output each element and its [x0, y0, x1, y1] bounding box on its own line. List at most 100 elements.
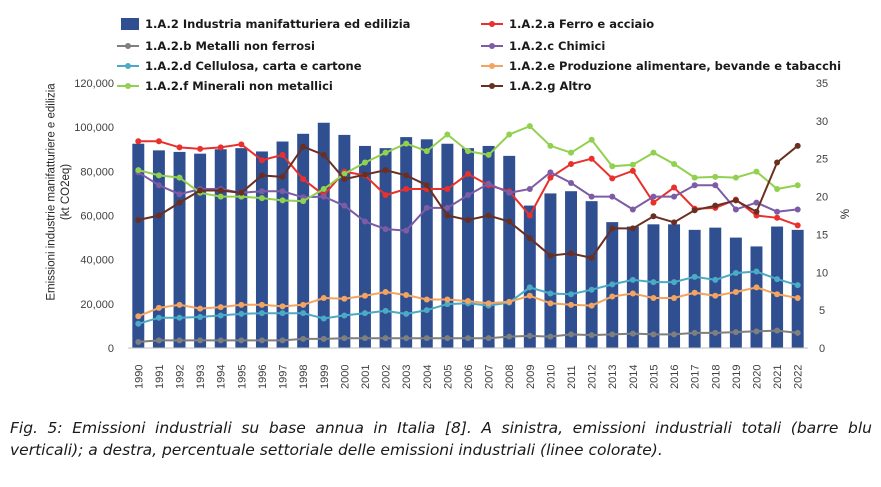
point-1-a-2-f-minerali-non-metallici-2008: [506, 131, 513, 138]
left-tick-label: 20,000: [80, 299, 114, 311]
point-1-a-2-b-metalli-non-ferrosi-1995: [238, 337, 245, 344]
point-1-a-2-c-chimici-2004: [423, 204, 430, 211]
point-1-a-2-d-cellulosa-carta-e-cartone-2019: [732, 270, 739, 277]
point-1-a-2-g-altro-2001: [361, 171, 368, 178]
point-1-a-2-f-minerali-non-metallici-2012: [588, 136, 595, 143]
point-1-a-2-a-ferro-e-acciaio-2006: [465, 170, 471, 177]
point-1-a-2-a-ferro-e-acciaio-2003: [403, 186, 410, 192]
point-1-a-2-e-produzione-alimentare-bevande-e-tabacchi-1993: [197, 305, 204, 312]
point-1-a-2-e-produzione-alimentare-bevande-e-tabacchi-2020: [753, 284, 760, 291]
point-1-a-2-b-metalli-non-ferrosi-2001: [361, 335, 368, 342]
point-1-a-2-b-metalli-non-ferrosi-2010: [547, 333, 554, 340]
point-1-a-2-b-metalli-non-ferrosi-2009: [526, 332, 533, 339]
point-1-a-2-c-chimici-1996: [258, 188, 265, 195]
point-1-a-2-d-cellulosa-carta-e-cartone-1992: [176, 314, 183, 321]
x-tick-label: 1991: [154, 365, 166, 389]
point-1-a-2-g-altro-2012: [588, 254, 595, 261]
left-y-axis-title: Emissioni industrie manifatturiere e edi…: [46, 83, 72, 301]
point-1-a-2-b-metalli-non-ferrosi-1997: [279, 337, 286, 344]
point-1-a-2-c-chimici-2017: [691, 182, 698, 189]
legend-item-1-a-2-e-produzione-alimentare-bevande-e-tabacchi: 1.A.2.e Produzione alimentare, bevande e…: [481, 59, 841, 73]
point-1-a-2-g-altro-2003: [403, 172, 410, 179]
point-1-a-2-e-produzione-alimentare-bevande-e-tabacchi-2003: [403, 292, 410, 298]
bar-1990: [132, 143, 145, 348]
legend-item-1-a-2-c-chimici: 1.A.2.c Chimici: [481, 39, 605, 53]
x-tick-label: 1995: [236, 365, 248, 389]
point-1-a-2-a-ferro-e-acciaio-1998: [300, 176, 307, 183]
point-1-a-2-c-chimici-2012: [588, 193, 595, 200]
point-1-a-2-g-altro-1993: [197, 187, 204, 194]
bar-2017: [688, 229, 701, 348]
legend-item-1-a-2-g-altro: 1.A.2.g Altro: [481, 79, 591, 93]
point-1-a-2-g-altro-1992: [176, 199, 183, 206]
point-1-a-2-e-produzione-alimentare-bevande-e-tabacchi-1992: [176, 301, 183, 308]
point-1-a-2-b-metalli-non-ferrosi-2006: [465, 335, 471, 342]
point-1-a-2-c-chimici-2009: [526, 186, 533, 192]
bar-2002: [379, 148, 392, 348]
point-1-a-2-g-altro-2018: [712, 202, 719, 209]
x-tick-label: 2015: [648, 365, 660, 389]
point-1-a-2-d-cellulosa-carta-e-cartone-2001: [361, 310, 368, 317]
x-tick-label: 2014: [628, 365, 640, 389]
point-1-a-2-g-altro-2017: [691, 207, 698, 214]
point-1-a-2-c-chimici-2019: [732, 206, 739, 213]
point-1-a-2-c-chimici-2006: [465, 192, 471, 199]
point-1-a-2-e-produzione-alimentare-bevande-e-tabacchi-2001: [361, 292, 368, 299]
point-1-a-2-a-ferro-e-acciaio-2010: [547, 174, 554, 181]
point-1-a-2-e-produzione-alimentare-bevande-e-tabacchi-2022: [794, 295, 801, 302]
point-1-a-2-a-ferro-e-acciaio-2013: [609, 175, 616, 182]
point-1-a-2-b-metalli-non-ferrosi-2015: [650, 331, 657, 338]
point-1-a-2-c-chimici-2018: [712, 182, 719, 189]
emissions-chart: 1.A.2 Industria manifatturiera ed ediliz…: [46, 17, 852, 389]
point-1-a-2-d-cellulosa-carta-e-cartone-2009: [526, 284, 533, 291]
point-1-a-2-b-metalli-non-ferrosi-1992: [176, 337, 183, 344]
x-tick-label: 2020: [751, 365, 763, 389]
bar-1999: [317, 122, 330, 348]
legend-swatch-marker: [125, 83, 131, 89]
x-tick-label: 2019: [731, 365, 743, 389]
point-1-a-2-f-minerali-non-metallici-2017: [691, 174, 698, 181]
point-1-a-2-a-ferro-e-acciaio-2014: [629, 167, 636, 174]
series-1-a-2-g-altro: [135, 142, 801, 261]
point-1-a-2-g-altro-2009: [526, 235, 533, 242]
point-1-a-2-a-ferro-e-acciaio-1994: [217, 144, 224, 151]
legend-swatch-marker: [489, 63, 495, 69]
point-1-a-2-e-produzione-alimentare-bevande-e-tabacchi-1991: [155, 304, 162, 311]
point-1-a-2-d-cellulosa-carta-e-cartone-1997: [279, 310, 286, 317]
legend-label: 1.A.2.a Ferro e acciaio: [509, 17, 654, 31]
right-tick-label: 10: [816, 267, 828, 279]
left-tick-label: 60,000: [80, 211, 114, 223]
left-tick-label: 80,000: [80, 166, 114, 178]
point-1-a-2-g-altro-2005: [444, 212, 451, 219]
legend-label: 1.A.2.c Chimici: [509, 39, 605, 53]
point-1-a-2-d-cellulosa-carta-e-cartone-2015: [650, 279, 657, 286]
bar-2016: [668, 224, 681, 348]
point-1-a-2-b-metalli-non-ferrosi-1990: [135, 338, 142, 345]
point-1-a-2-c-chimici-2013: [609, 193, 616, 200]
point-1-a-2-f-minerali-non-metallici-2000: [341, 170, 348, 177]
point-1-a-2-f-minerali-non-metallici-1991: [155, 172, 162, 179]
point-1-a-2-c-chimici-1999: [320, 193, 327, 200]
point-1-a-2-e-produzione-alimentare-bevande-e-tabacchi-2012: [588, 302, 595, 309]
right-tick-label: 5: [819, 305, 825, 317]
x-tick-label: 2021: [772, 365, 784, 389]
point-1-a-2-d-cellulosa-carta-e-cartone-2016: [671, 279, 678, 286]
point-1-a-2-a-ferro-e-acciaio-2012: [588, 155, 595, 162]
point-1-a-2-b-metalli-non-ferrosi-2013: [609, 331, 616, 338]
point-1-a-2-g-altro-2006: [465, 217, 471, 224]
point-1-a-2-c-chimici-1997: [279, 188, 286, 195]
x-tick-label: 2013: [607, 365, 619, 389]
point-1-a-2-b-metalli-non-ferrosi-2002: [382, 335, 389, 342]
point-1-a-2-c-chimici-2003: [403, 227, 410, 234]
point-1-a-2-d-cellulosa-carta-e-cartone-2004: [423, 307, 430, 314]
point-1-a-2-g-altro-2015: [650, 213, 657, 220]
point-1-a-2-d-cellulosa-carta-e-cartone-1993: [197, 313, 204, 320]
point-1-a-2-a-ferro-e-acciaio-1992: [176, 144, 183, 151]
bar-2001: [358, 145, 371, 348]
legend-label: 1.A.2.g Altro: [509, 79, 591, 93]
bar-2011: [565, 191, 578, 348]
point-1-a-2-c-chimici-2007: [485, 180, 492, 187]
point-1-a-2-c-chimici-2011: [568, 179, 575, 186]
point-1-a-2-a-ferro-e-acciaio-2002: [382, 192, 389, 199]
point-1-a-2-a-ferro-e-acciaio-1997: [279, 151, 286, 158]
